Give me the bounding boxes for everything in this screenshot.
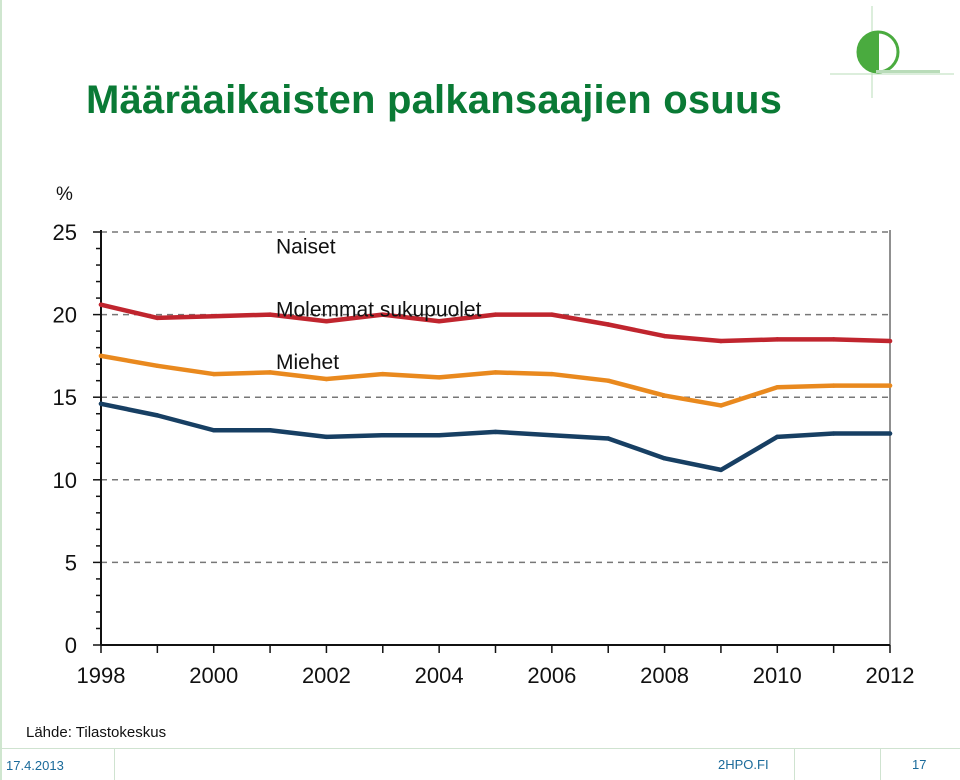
data-point	[267, 370, 273, 375]
data-point	[831, 431, 836, 436]
data-point	[436, 375, 442, 380]
data-point	[775, 337, 780, 342]
data-point	[662, 393, 667, 398]
data-point	[98, 353, 104, 359]
y-axis-label: %	[56, 184, 73, 205]
series-label: Molemmat sukupuolet	[276, 298, 482, 321]
line-chart: 0 5 10 15 20 25 1998 2000 2002 2004 2006 2008 2010 20…	[53, 184, 915, 688]
data-point	[775, 434, 780, 440]
2hpo-logo-icon	[830, 6, 954, 98]
data-point	[718, 403, 724, 408]
data-point	[606, 378, 611, 383]
y-tick-label: 15	[53, 385, 77, 410]
data-point	[267, 428, 273, 433]
data-point	[267, 312, 273, 317]
y-tick-label: 5	[65, 550, 77, 575]
x-tick-label: 2000	[189, 663, 238, 688]
data-point	[662, 333, 667, 339]
data-point	[549, 432, 555, 438]
data-point	[324, 376, 329, 382]
y-tick-label: 20	[53, 303, 77, 328]
x-tick-label: 2008	[640, 663, 689, 688]
series-line	[98, 401, 893, 473]
series-label: Naiset	[276, 235, 336, 258]
data-point	[324, 319, 329, 324]
footer-date: 17.4.2013	[6, 758, 64, 773]
data-point	[831, 337, 836, 342]
data-point	[436, 432, 442, 438]
y-tick-label: 0	[65, 633, 77, 658]
data-point	[887, 383, 893, 388]
source-note: Lähde: Tilastokeskus	[26, 724, 167, 741]
data-point	[98, 302, 104, 307]
data-point	[718, 467, 724, 473]
data-point	[380, 312, 385, 317]
data-point	[211, 314, 216, 319]
series-line	[98, 302, 893, 344]
data-point	[155, 315, 160, 321]
data-point	[493, 370, 498, 375]
y-tick-label: 10	[53, 468, 77, 493]
footer-brand: 2HPO.FI	[718, 757, 769, 772]
footer-separator	[114, 748, 115, 780]
x-tick-label: 2006	[527, 663, 576, 688]
slide-title: Määräaikaisten palkansaajien osuus	[86, 78, 783, 122]
data-point	[380, 432, 385, 438]
data-point	[662, 456, 667, 461]
data-point	[98, 401, 104, 407]
data-point	[380, 371, 385, 377]
page-number: 17	[912, 757, 927, 772]
data-point	[436, 319, 442, 324]
data-point	[549, 371, 555, 377]
data-point	[606, 322, 611, 327]
x-tick-label: 1998	[77, 663, 126, 688]
data-point	[155, 413, 160, 418]
series-line	[98, 353, 893, 408]
footer-divider	[0, 748, 960, 749]
x-tick-label: 2010	[753, 663, 802, 688]
data-point	[155, 363, 160, 369]
left-border-rule	[0, 0, 2, 780]
data-point	[324, 434, 329, 440]
data-point	[211, 428, 216, 433]
series-label: Miehet	[276, 351, 339, 374]
y-tick-label: 25	[53, 220, 77, 245]
data-point	[211, 371, 216, 377]
data-point	[887, 338, 893, 344]
footer-separator	[880, 748, 881, 780]
x-tick-label: 2012	[866, 663, 915, 688]
x-tick-label: 2002	[302, 663, 351, 688]
data-point	[549, 312, 555, 317]
data-point	[606, 436, 611, 441]
data-point	[775, 385, 780, 390]
x-tick-label: 2004	[415, 663, 464, 688]
data-point	[718, 338, 724, 344]
data-point	[493, 429, 498, 435]
data-point	[887, 431, 893, 436]
footer-separator	[794, 748, 795, 780]
data-point	[831, 383, 836, 388]
data-point	[493, 312, 498, 317]
